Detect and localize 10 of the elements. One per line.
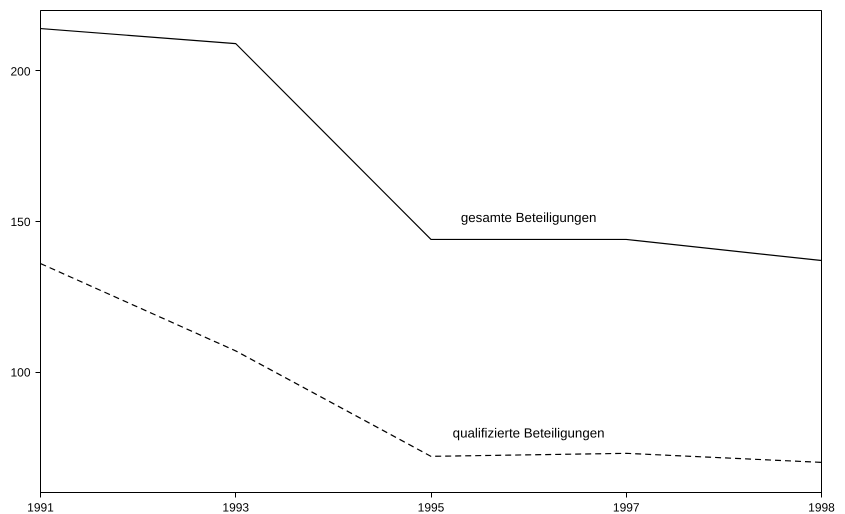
y-tick-label: 150 bbox=[10, 214, 31, 229]
series-label: qualifizierte Beteiligungen bbox=[452, 425, 605, 440]
x-tick-label: 1993 bbox=[222, 500, 250, 514]
series-label: gesamte Beteiligungen bbox=[460, 210, 596, 225]
x-tick-label: 1997 bbox=[612, 500, 640, 514]
y-tick-label: 100 bbox=[10, 366, 31, 380]
y-tick-label: 200 bbox=[10, 64, 31, 78]
x-tick-label: 1991 bbox=[27, 500, 54, 514]
x-tick-label: 1995 bbox=[418, 500, 445, 514]
x-tick-label: 1998 bbox=[808, 500, 836, 514]
